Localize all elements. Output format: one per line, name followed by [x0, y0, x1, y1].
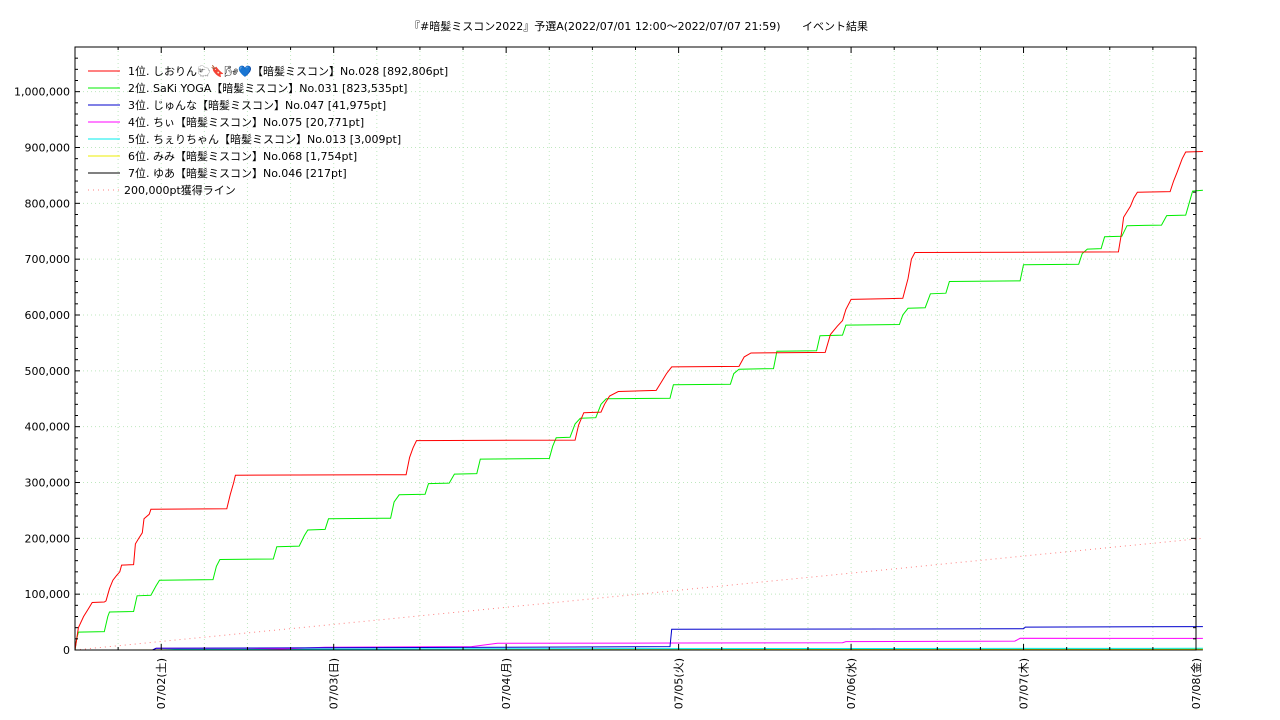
y-tick-label: 800,000: [25, 197, 71, 210]
x-tick-label: 07/04(月): [500, 658, 513, 709]
chart-subtitle: イベント結果: [802, 19, 868, 33]
y-tick-label: 200,000: [25, 532, 71, 545]
legend-label-7: 7位. ゆあ【暗髪ミスコン】No.046 [217pt]: [128, 166, 347, 180]
y-tick-label: 300,000: [25, 477, 71, 490]
y-tick-label: 700,000: [25, 253, 71, 266]
legend-label-2: 2位. SaKi YOGA【暗髪ミスコン】No.031 [823,535pt]: [128, 81, 407, 95]
series-lines: [74, 151, 1203, 651]
x-tick-label: 07/02(土): [155, 658, 168, 709]
series-line-3: [75, 626, 1203, 651]
x-tick-label: 07/05(火): [673, 658, 686, 709]
legend-label-4: 4位. ちぃ【暗髪ミスコン】No.075 [20,771pt]: [128, 115, 364, 129]
legend-label-3: 3位. じゅんな【暗髪ミスコン】No.047 [41,975pt]: [128, 98, 386, 112]
y-tick-label: 0: [63, 644, 70, 657]
series-line-2: [74, 189, 1203, 651]
y-tick-label: 400,000: [25, 421, 71, 434]
x-tick-label: 07/06(水): [845, 658, 858, 709]
series-line-1: [74, 151, 1203, 651]
legend-label-6: 6位. みみ【暗髪ミスコン】No.068 [1,754pt]: [128, 149, 357, 163]
chart-title: 『#暗髪ミスコン2022』予選A(2022/07/01 12:00～2022/0…: [409, 19, 781, 33]
legend-label-5: 5位. ちぇりちゃん【暗髪ミスコン】No.013 [3,009pt]: [128, 132, 401, 146]
series-line-8: [74, 537, 1203, 651]
y-tick-label: 1,000,000: [14, 86, 70, 99]
y-tick-label: 600,000: [25, 309, 71, 322]
grid-lines: [75, 47, 1196, 650]
legend-label-8: 200,000pt獲得ライン: [124, 184, 236, 197]
y-tick-label: 900,000: [25, 142, 71, 155]
legend: 1位. しおりん🐑🔖🌬💙【暗髪ミスコン】No.028 [892,806pt] 2位…: [88, 64, 448, 197]
axis-ticks: 0 100,000 200,000 300,000 400,000 500,000 600,…: [14, 47, 1203, 709]
x-tick-label: 07/03(日): [328, 658, 341, 709]
x-tick-label: 07/08(金): [1189, 658, 1203, 709]
y-tick-label: 100,000: [25, 588, 71, 601]
x-tick-label: 07/07(木): [1018, 658, 1031, 709]
y-tick-label: 500,000: [25, 365, 71, 378]
legend-label-1: 1位. しおりん🐑🔖🌬💙【暗髪ミスコン】No.028 [892,806pt]: [128, 64, 448, 78]
